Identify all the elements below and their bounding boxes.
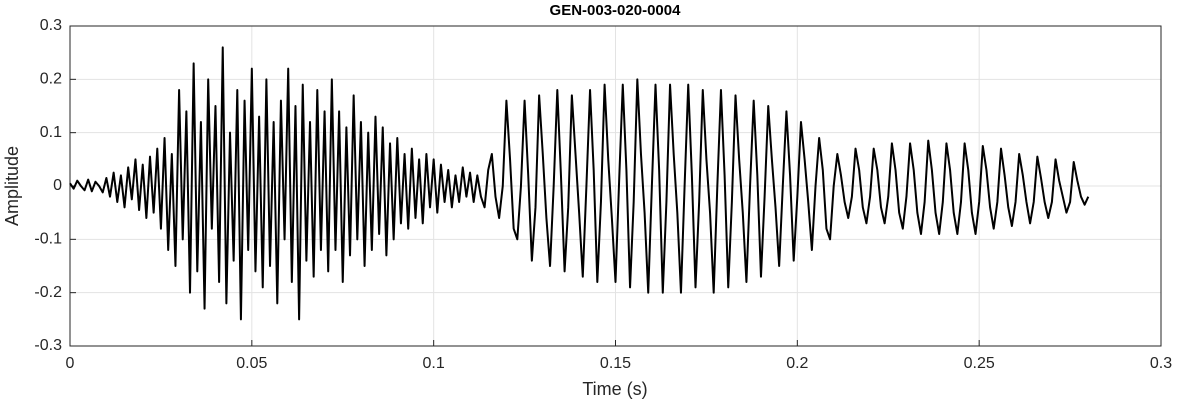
waveform-line — [69, 46, 1090, 321]
y-tick-label: 0.3 — [40, 17, 62, 34]
x-tick-label: 0.15 — [600, 355, 631, 372]
axes-box — [69, 25, 1162, 347]
x-tick-label: 0.05 — [236, 355, 267, 372]
x-tick-label: 0.1 — [423, 355, 445, 372]
x-tick-label: 0 — [66, 355, 75, 372]
x-tick-label: 0.2 — [786, 355, 808, 372]
x-tick-label: 0.3 — [1150, 355, 1172, 372]
x-axis-label: Time (s) — [582, 379, 647, 399]
y-tick-label: 0 — [53, 177, 62, 194]
y-tick-label: -0.2 — [34, 284, 62, 301]
y-tick-label: -0.1 — [34, 231, 62, 248]
chart-title: GEN-003-020-0004 — [550, 2, 682, 19]
y-tick-label: 0.1 — [40, 124, 62, 141]
y-axis-label: Amplitude — [2, 146, 22, 226]
y-tick-label: 0.2 — [40, 71, 62, 88]
y-tick-label: -0.3 — [34, 337, 62, 354]
x-tick-label: 0.25 — [964, 355, 995, 372]
